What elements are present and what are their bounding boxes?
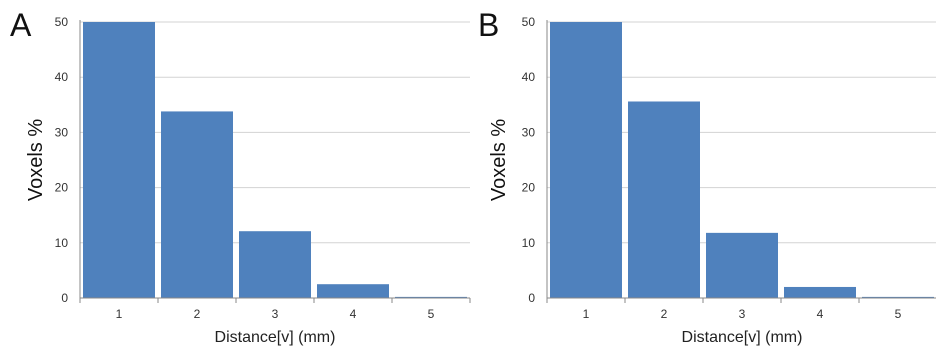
bar-3 — [706, 232, 778, 298]
x-tick-label: 4 — [350, 307, 357, 321]
bar-3 — [239, 231, 311, 298]
panel-label: A — [10, 7, 32, 43]
bar-5 — [862, 296, 934, 298]
x-tick-label: 5 — [428, 307, 435, 321]
chart-panel-a: 0 10 20 30 40 50 1 2 3 4 5 Distance[v] (mm) Voxels %… — [10, 7, 471, 346]
chart-panel-b: 0 10 20 30 40 50 1 2 3 4 5 Distance[v] (mm) Voxels %… — [478, 7, 936, 346]
bar-1 — [83, 22, 155, 298]
y-tick-label: 30 — [55, 125, 69, 139]
bar-5 — [395, 296, 467, 298]
y-axis-title: Voxels % — [25, 119, 47, 201]
x-tick-label: 1 — [116, 307, 123, 321]
bar-1 — [550, 22, 622, 298]
bar-2 — [628, 101, 700, 298]
bar-2 — [161, 111, 233, 298]
x-axis-title: Distance[v] (mm) — [682, 329, 803, 346]
x-tick-label: 3 — [739, 307, 746, 321]
y-tick-label: 10 — [522, 236, 536, 250]
x-tick-label: 4 — [817, 307, 824, 321]
x-axis-title: Distance[v] (mm) — [215, 329, 336, 346]
y-tick-label: 50 — [55, 15, 69, 29]
y-tick-label: 20 — [522, 181, 536, 195]
y-tick-label: 0 — [528, 291, 535, 305]
x-tick-label: 2 — [661, 307, 668, 321]
x-tick-label: 2 — [194, 307, 201, 321]
y-tick-label: 30 — [522, 125, 536, 139]
y-tick-label: 40 — [55, 70, 69, 84]
y-tick-label: 40 — [522, 70, 536, 84]
bar-4 — [784, 286, 856, 298]
x-tick-label: 3 — [272, 307, 279, 321]
panel-label: B — [478, 7, 499, 43]
y-tick-label: 10 — [55, 236, 69, 250]
x-tick-label: 5 — [895, 307, 902, 321]
x-tick-label: 1 — [583, 307, 590, 321]
y-tick-label: 50 — [522, 15, 536, 29]
bar-4 — [317, 284, 389, 298]
y-tick-label: 20 — [55, 181, 69, 195]
y-axis-title: Voxels % — [488, 119, 510, 201]
y-tick-label: 0 — [61, 291, 68, 305]
